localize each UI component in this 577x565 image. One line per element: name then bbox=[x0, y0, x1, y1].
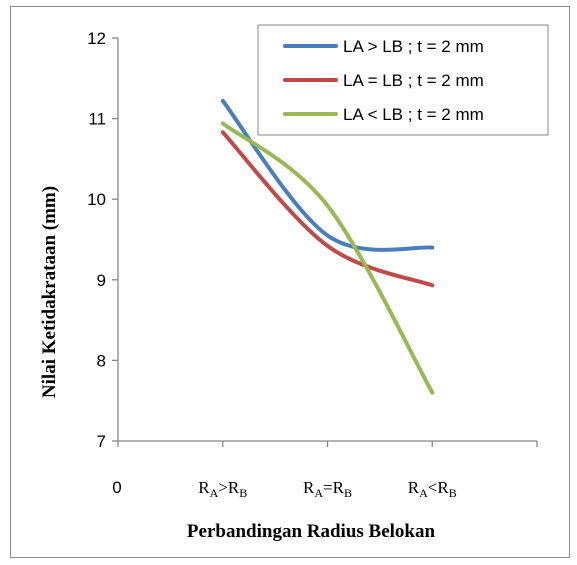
x-origin-label: 0 bbox=[112, 478, 121, 497]
series-line-3 bbox=[220, 121, 435, 395]
x-ticks: RA​>RB​ RA​=RB​ RA​<RB​ bbox=[117, 441, 538, 500]
y-ticks: 7 8 9 10 11 12 bbox=[87, 29, 118, 451]
y-tick-label: 8 bbox=[97, 351, 106, 370]
x-tick-label: RA​=RB​ bbox=[303, 478, 352, 500]
legend-label-1: LA > LB ; t = 2 mm bbox=[343, 37, 484, 56]
y-tick-label: 7 bbox=[97, 432, 106, 451]
series-lines bbox=[220, 98, 435, 395]
series-line-1 bbox=[220, 98, 435, 252]
y-tick-label: 10 bbox=[87, 190, 106, 209]
y-axis-title: Nilai Ketidakrataan (mm) bbox=[39, 186, 60, 398]
x-tick-label: RA​>RB​ bbox=[198, 478, 247, 500]
legend-label-3: LA < LB ; t = 2 mm bbox=[343, 105, 484, 124]
y-tick-label: 12 bbox=[87, 29, 106, 48]
x-tick-label: RA​<RB​ bbox=[408, 478, 457, 500]
legend: LA > LB ; t = 2 mm LA = LB ; t = 2 mm LA <… bbox=[257, 24, 549, 136]
legend-label-2: LA = LB ; t = 2 mm bbox=[343, 71, 484, 90]
x-axis-title: Perbandingan Radius Belokan bbox=[187, 521, 436, 542]
y-tick-label: 11 bbox=[88, 110, 106, 129]
y-tick-label: 9 bbox=[97, 271, 106, 290]
series-line-2 bbox=[220, 130, 435, 288]
